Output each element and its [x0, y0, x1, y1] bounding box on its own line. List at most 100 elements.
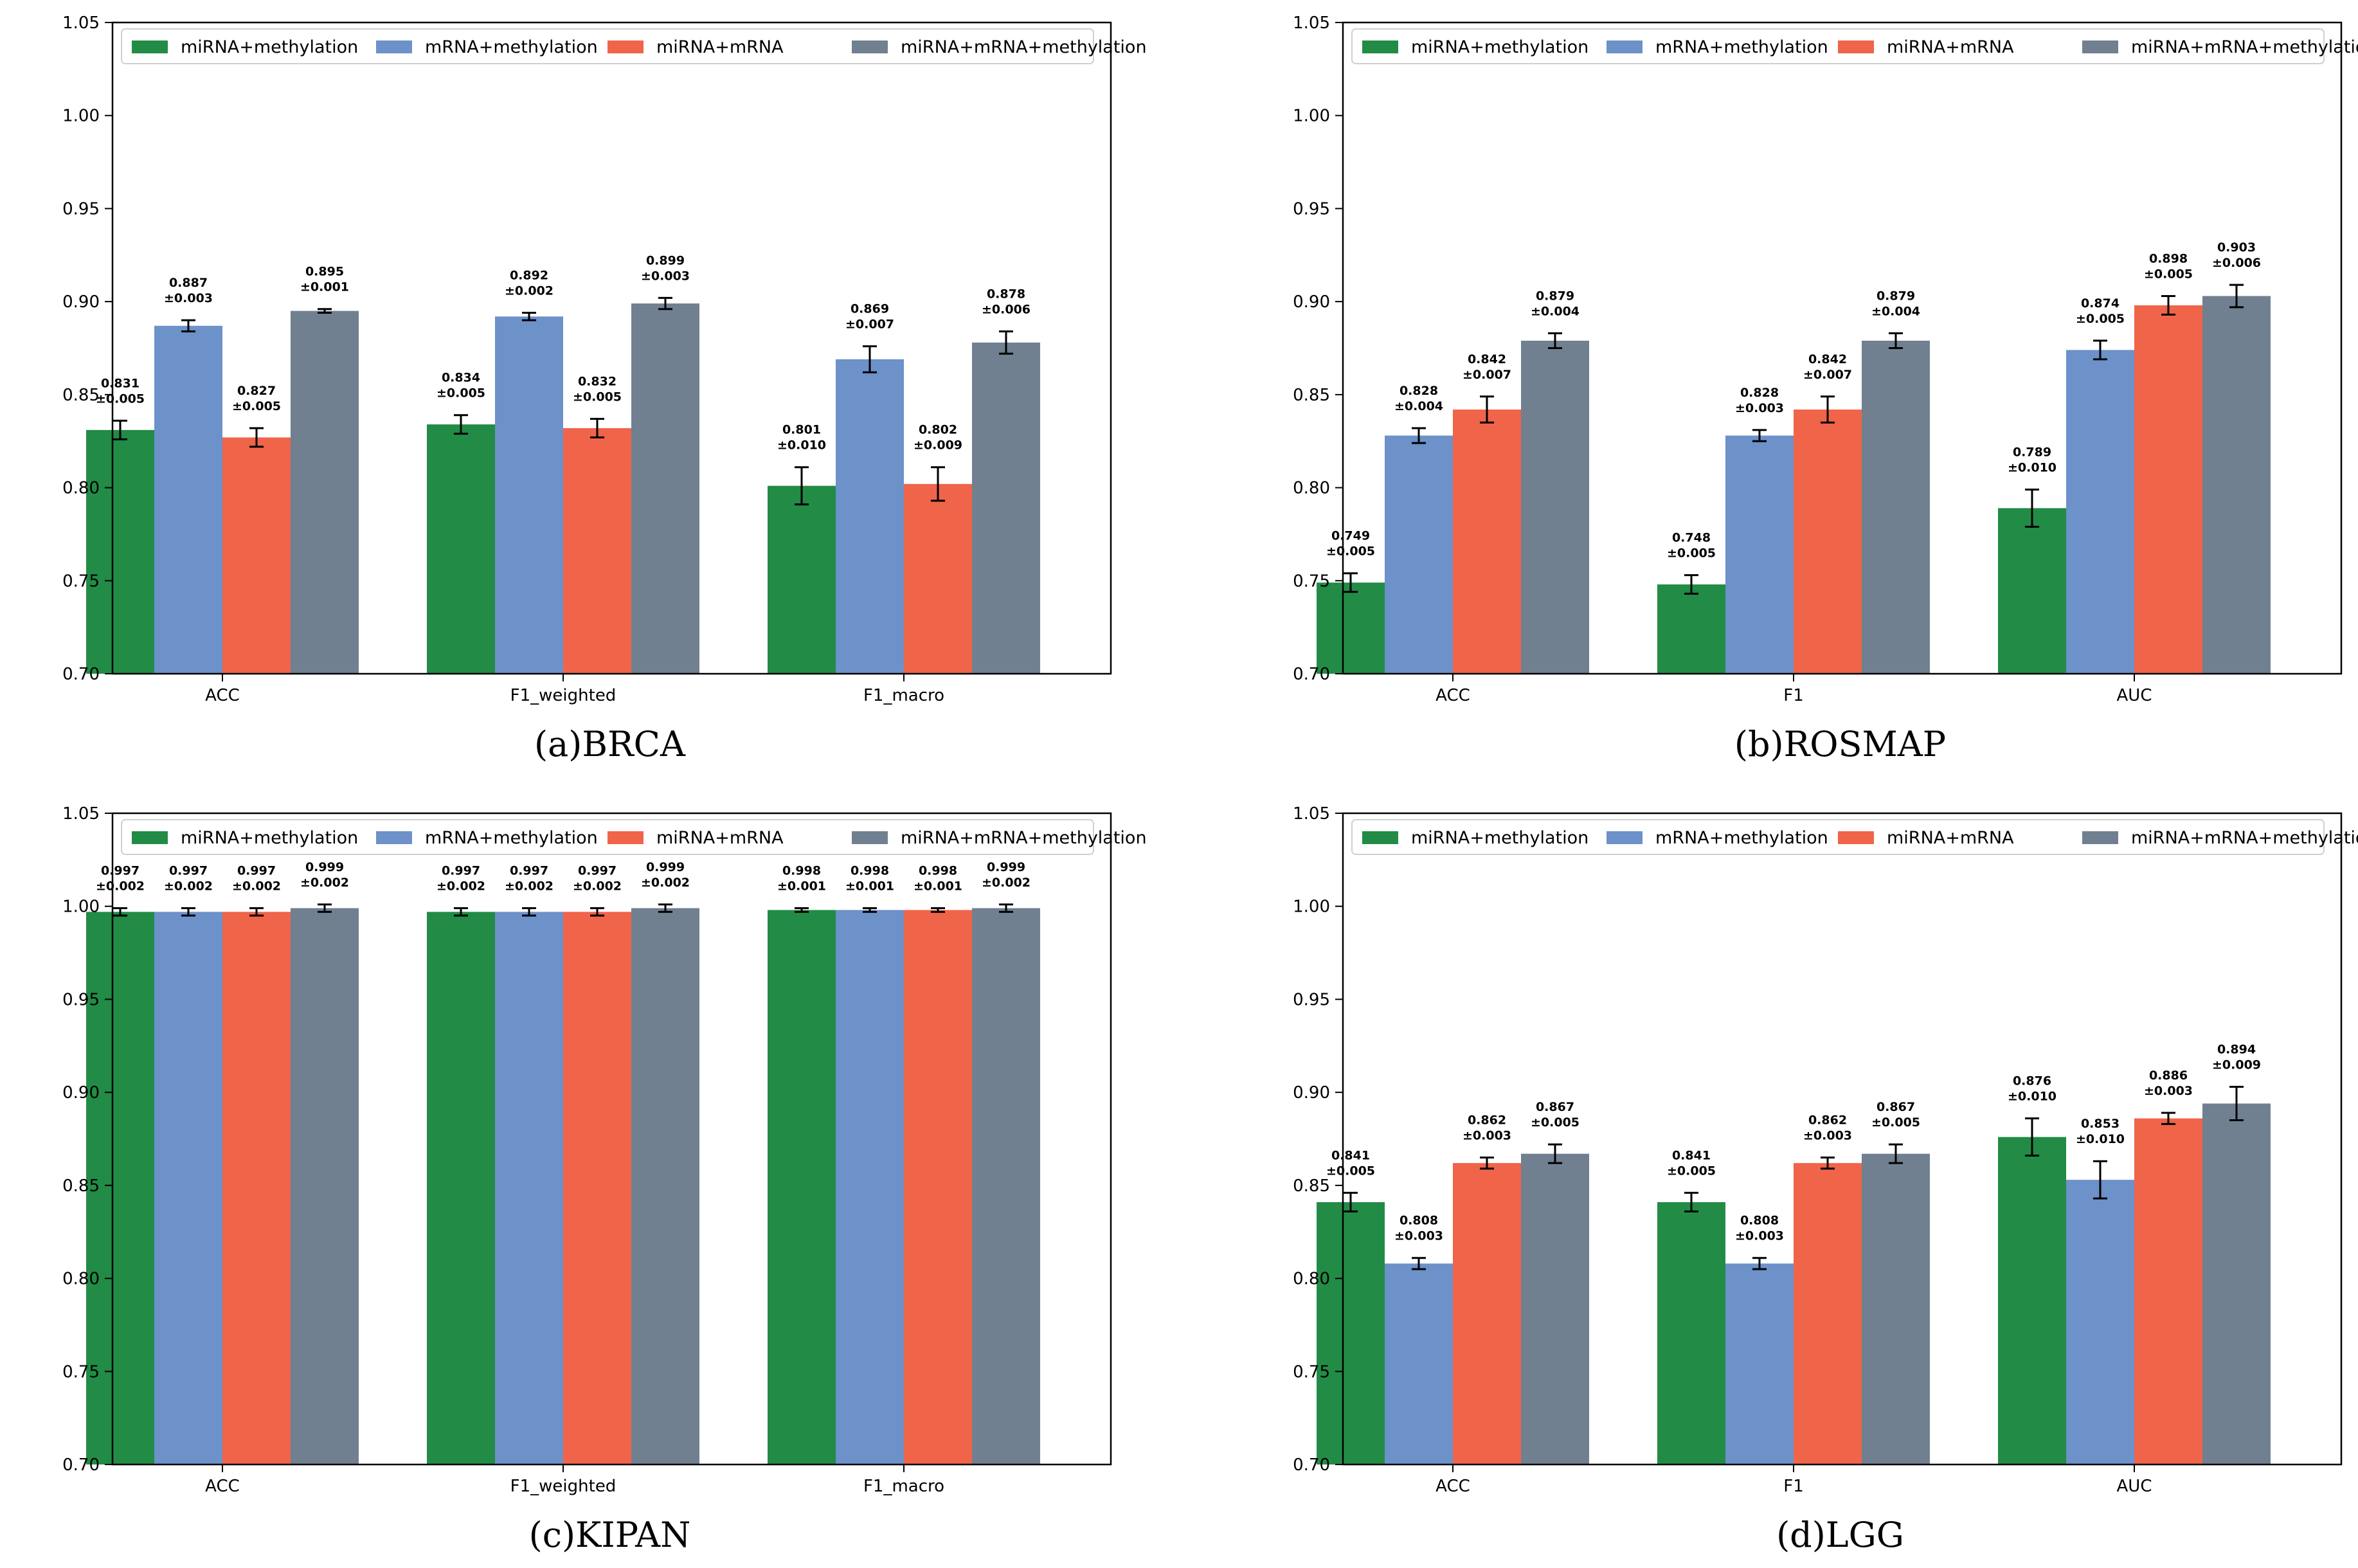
legend-label: miRNA+mRNA — [656, 37, 784, 57]
data-label-error: ±0.010 — [2008, 460, 2056, 474]
data-label: 0.997 — [510, 864, 548, 878]
error-bar — [454, 414, 468, 435]
bar — [563, 912, 631, 1464]
bar — [1998, 1137, 2066, 1464]
data-label: 0.748 — [1672, 531, 1711, 545]
bar — [154, 912, 222, 1464]
y-tick-label: 0.80 — [1293, 1270, 1330, 1289]
bar — [768, 910, 836, 1464]
y-tick-label: 0.85 — [62, 386, 100, 405]
data-label: 0.862 — [1808, 1113, 1847, 1127]
data-label: 0.903 — [2217, 240, 2256, 255]
data-label: 0.874 — [2081, 296, 2120, 311]
error-bar — [2025, 1117, 2039, 1157]
y-tick-label: 0.75 — [62, 1362, 100, 1382]
x-tick-label: F1_macro — [863, 1477, 944, 1496]
y-tick-label: 1.05 — [1293, 14, 1330, 33]
bar — [1998, 508, 2066, 674]
data-label: 0.841 — [1331, 1148, 1370, 1162]
legend-swatch — [1838, 41, 1874, 53]
data-label: 0.899 — [646, 253, 685, 267]
data-label: 0.789 — [2013, 445, 2051, 459]
legend-swatch — [608, 831, 644, 844]
bar — [1657, 584, 1725, 674]
x-tick-label: F1_weighted — [510, 686, 616, 705]
y-tick-label: 0.85 — [1293, 386, 1330, 405]
data-label-error: ±0.010 — [2076, 1132, 2125, 1146]
data-label-error: ±0.001 — [845, 879, 894, 894]
data-label: 0.869 — [851, 302, 889, 316]
legend: miRNA+methylation mRNA+methylation miRNA+m… — [121, 28, 1147, 64]
data-label: 0.997 — [578, 864, 616, 878]
error-bar — [795, 907, 809, 913]
legend-swatch — [852, 831, 888, 844]
data-label: 0.842 — [1808, 352, 1847, 366]
data-label: 0.998 — [919, 864, 957, 878]
data-label-error: ±0.005 — [2076, 312, 2125, 326]
bar — [86, 912, 154, 1464]
bar — [1725, 1263, 1794, 1464]
legend-label: miRNA+methylation — [181, 37, 358, 57]
bar — [1794, 1163, 1862, 1464]
legend-swatch — [608, 41, 644, 53]
legend: miRNA+methylation mRNA+methylation miRNA+m… — [1351, 28, 2358, 64]
data-label: 0.831 — [101, 376, 140, 390]
data-label: 0.808 — [1400, 1214, 1438, 1228]
error-bar — [2161, 1112, 2175, 1125]
data-label: 0.892 — [510, 269, 548, 283]
error-bar — [1480, 1156, 1494, 1170]
legend-swatch — [1362, 831, 1398, 844]
data-label-error: ±0.002 — [641, 876, 690, 890]
bar — [836, 359, 904, 674]
legend: miRNA+methylation mRNA+methylation miRNA+m… — [1351, 819, 2358, 855]
data-label-error: ±0.001 — [777, 879, 826, 894]
bar — [2202, 1103, 2271, 1464]
y-tick-label: 0.70 — [62, 665, 100, 684]
data-label: 0.749 — [1331, 529, 1370, 543]
y-tick-label: 0.70 — [1293, 665, 1330, 684]
data-label-error: ±0.007 — [1803, 368, 1852, 382]
data-label: 0.827 — [237, 384, 276, 398]
error-bar — [1480, 395, 1494, 424]
data-label: 0.997 — [237, 864, 276, 878]
y-tick-label: 0.95 — [62, 990, 100, 1009]
data-label: 0.887 — [169, 276, 208, 290]
data-label-error: ±0.002 — [232, 879, 281, 894]
legend-swatch — [2082, 831, 2118, 844]
legend-label: miRNA+methylation — [1411, 828, 1589, 848]
data-label-error: ±0.005 — [1871, 1115, 1920, 1130]
legend-label: miRNA+methylation — [1411, 37, 1589, 57]
data-label: 0.828 — [1400, 384, 1438, 398]
error-bar — [2025, 488, 2039, 528]
legend-label: miRNA+mRNA+methylation — [901, 37, 1147, 57]
error-bar — [1548, 1143, 1562, 1164]
error-bar — [181, 319, 195, 332]
y-tick-label: 0.90 — [1293, 1083, 1330, 1103]
legend-label: mRNA+methylation — [425, 37, 598, 57]
chart-caption: (d)LGG — [1776, 1515, 1904, 1555]
y-tick-label: 0.75 — [62, 572, 100, 591]
data-label-error: ±0.007 — [845, 318, 894, 332]
error-bar — [1684, 1191, 1698, 1212]
bar — [1657, 1202, 1725, 1464]
legend-swatch — [132, 41, 168, 53]
data-label-error: ±0.003 — [1462, 1128, 1511, 1142]
legend-swatch — [1607, 41, 1643, 53]
legend-label: mRNA+methylation — [1655, 828, 1828, 848]
y-tick-label: 0.75 — [1293, 572, 1330, 591]
y-tick-label: 0.95 — [1293, 990, 1330, 1009]
data-label-error: ±0.002 — [164, 879, 213, 894]
x-tick-label: F1_macro — [863, 686, 944, 705]
data-label-error: ±0.006 — [2212, 256, 2261, 270]
data-label: 0.867 — [1877, 1100, 1915, 1114]
data-label-error: ±0.005 — [1667, 546, 1716, 561]
legend-swatch — [132, 831, 168, 844]
x-tick-label: F1 — [1783, 1477, 1804, 1496]
data-label-error: ±0.002 — [437, 879, 485, 894]
data-label-error: ±0.005 — [1667, 1164, 1716, 1178]
bar — [1317, 582, 1385, 674]
legend-label: miRNA+methylation — [181, 828, 358, 848]
bar — [768, 485, 836, 674]
x-tick-label: ACC — [205, 686, 240, 705]
data-label-error: ±0.005 — [437, 386, 485, 401]
